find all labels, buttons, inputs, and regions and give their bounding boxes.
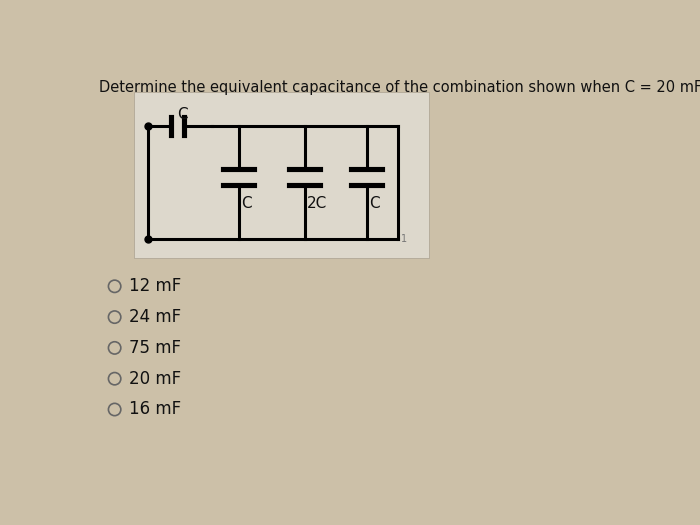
Text: 24 mF: 24 mF xyxy=(129,308,181,326)
Text: C: C xyxy=(177,107,188,122)
Text: 16 mF: 16 mF xyxy=(129,401,181,418)
Text: 2C: 2C xyxy=(307,196,327,211)
Text: 20 mF: 20 mF xyxy=(129,370,181,387)
Text: 1: 1 xyxy=(401,234,407,245)
Text: Determine the equivalent capacitance of the combination shown when C = 20 mF.: Determine the equivalent capacitance of … xyxy=(99,80,700,95)
Bar xyxy=(134,92,428,258)
Text: 75 mF: 75 mF xyxy=(129,339,181,357)
Text: 12 mF: 12 mF xyxy=(129,277,181,295)
Text: C: C xyxy=(241,196,251,211)
Text: C: C xyxy=(369,196,379,211)
